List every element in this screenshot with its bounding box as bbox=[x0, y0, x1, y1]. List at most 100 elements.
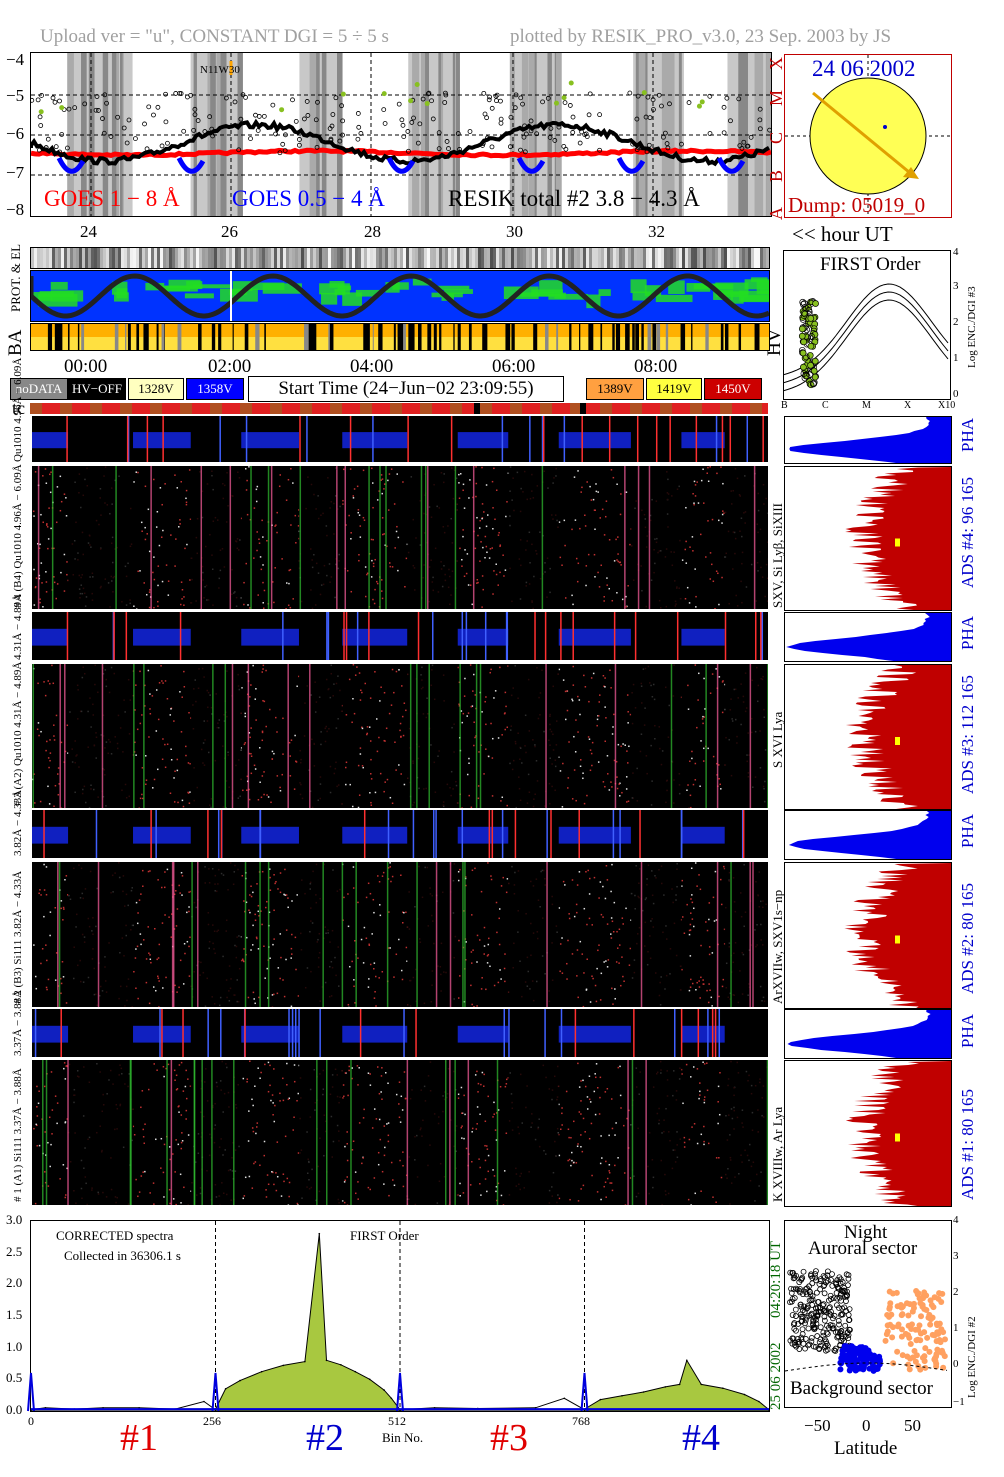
photon bbox=[574, 751, 577, 753]
photon bbox=[345, 783, 347, 786]
pha-line bbox=[761, 612, 764, 660]
resik-point bbox=[503, 131, 509, 137]
photon bbox=[720, 788, 722, 790]
resik-point bbox=[304, 99, 310, 104]
photon bbox=[694, 495, 697, 497]
photon bbox=[623, 1124, 625, 1127]
pha-line bbox=[150, 810, 152, 858]
photon bbox=[470, 962, 473, 964]
resik-point bbox=[498, 116, 504, 122]
photon bbox=[504, 953, 506, 955]
hv-off bbox=[328, 324, 330, 350]
tc-segment bbox=[180, 403, 192, 414]
photon bbox=[694, 484, 697, 486]
spectral-line bbox=[270, 466, 273, 609]
photon bbox=[394, 547, 396, 549]
photon bbox=[388, 712, 391, 715]
photon bbox=[613, 560, 616, 562]
background-point bbox=[845, 1361, 852, 1368]
photon bbox=[589, 1001, 592, 1003]
ch1-lines: K XVIIIw, Ar Lya bbox=[770, 1106, 785, 1202]
photon bbox=[350, 590, 353, 593]
photon bbox=[476, 1070, 478, 1073]
pha-line bbox=[508, 1009, 510, 1057]
photon bbox=[573, 1120, 575, 1123]
resik-point bbox=[647, 115, 653, 121]
photon bbox=[589, 485, 591, 488]
photon bbox=[690, 912, 692, 914]
resik-point bbox=[429, 98, 434, 104]
goes-0.5-4-dip bbox=[56, 156, 86, 174]
photon bbox=[585, 565, 588, 567]
photon bbox=[170, 748, 172, 750]
photon bbox=[401, 715, 404, 718]
hv-off bbox=[198, 324, 202, 350]
resik-point bbox=[518, 95, 524, 101]
spectral-line bbox=[299, 466, 302, 609]
photon bbox=[183, 1186, 185, 1189]
photon bbox=[251, 1127, 254, 1129]
photon bbox=[710, 996, 713, 999]
resik-point bbox=[548, 126, 554, 131]
lat-point bbox=[788, 1298, 795, 1305]
photon bbox=[178, 986, 180, 989]
photon bbox=[173, 893, 176, 895]
photon bbox=[260, 568, 263, 571]
photon bbox=[285, 499, 288, 501]
photon bbox=[260, 796, 263, 799]
photon bbox=[170, 708, 172, 710]
resik-point bbox=[406, 148, 411, 154]
photon bbox=[703, 1143, 705, 1146]
photon bbox=[56, 486, 59, 488]
photon bbox=[721, 985, 724, 988]
photon bbox=[694, 779, 697, 781]
photon bbox=[477, 797, 480, 800]
photon bbox=[175, 925, 178, 927]
photon bbox=[246, 1078, 249, 1080]
photon bbox=[600, 1135, 602, 1137]
photon bbox=[611, 733, 614, 735]
photon bbox=[503, 712, 506, 715]
data-gap bbox=[508, 466, 559, 609]
photon bbox=[617, 1066, 620, 1069]
photon bbox=[350, 538, 352, 540]
hv-off bbox=[57, 324, 63, 350]
spectral-line bbox=[425, 466, 427, 609]
photon bbox=[155, 730, 158, 732]
auroral-point bbox=[907, 1341, 914, 1348]
pha-line bbox=[673, 1009, 676, 1057]
ba-green bbox=[644, 285, 662, 297]
photon bbox=[66, 724, 69, 727]
photon bbox=[279, 1100, 281, 1102]
photon bbox=[387, 1140, 390, 1143]
photon bbox=[188, 906, 190, 908]
photon bbox=[257, 799, 260, 801]
photon bbox=[148, 1088, 150, 1091]
photon bbox=[486, 1190, 488, 1193]
first-order-ylabel: Log ENC./DGI #3 bbox=[966, 286, 978, 368]
photon bbox=[393, 976, 395, 978]
photon bbox=[38, 1144, 41, 1147]
channel-spectrogram bbox=[32, 664, 768, 808]
photon bbox=[483, 945, 486, 947]
photon bbox=[492, 1116, 494, 1118]
photon bbox=[494, 1129, 497, 1131]
goes18-label: GOES 1 − 8 Å bbox=[44, 186, 180, 211]
photon bbox=[468, 497, 470, 499]
resik-point bbox=[261, 113, 267, 119]
photon bbox=[142, 939, 145, 941]
photon bbox=[721, 681, 724, 683]
resik-point bbox=[290, 97, 295, 103]
photon bbox=[608, 789, 611, 791]
photon bbox=[379, 904, 381, 906]
photon bbox=[252, 924, 254, 927]
photon bbox=[699, 1094, 701, 1096]
ch2-lines: ArXVIIw, SXV1s−np bbox=[770, 889, 785, 1004]
lat-point bbox=[816, 1339, 823, 1346]
green-point bbox=[424, 101, 430, 107]
tc-segment bbox=[240, 403, 252, 414]
fo-ytick: 3 bbox=[953, 280, 959, 292]
photon bbox=[619, 795, 621, 797]
spectral-line bbox=[172, 862, 175, 1007]
photon bbox=[270, 1099, 272, 1102]
